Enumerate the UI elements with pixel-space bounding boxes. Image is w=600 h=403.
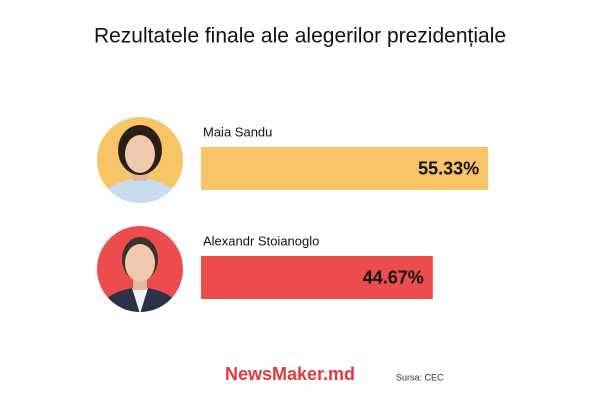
- brand: NewsMaker.md: [225, 364, 355, 384]
- source: Sursa: CEC: [396, 372, 444, 382]
- face: [125, 244, 155, 282]
- value-label: 44.67%: [363, 267, 424, 287]
- shirt: [132, 288, 148, 312]
- bar: [201, 147, 489, 190]
- bar: [201, 256, 433, 299]
- category-label: Alexandr Stoianoglo: [203, 233, 319, 248]
- chart-title: Rezultatele finale ale alegerilor prezid…: [94, 25, 506, 48]
- face: [125, 135, 155, 173]
- category-label: Maia Sandu: [203, 124, 272, 139]
- value-label: 55.33%: [418, 158, 479, 178]
